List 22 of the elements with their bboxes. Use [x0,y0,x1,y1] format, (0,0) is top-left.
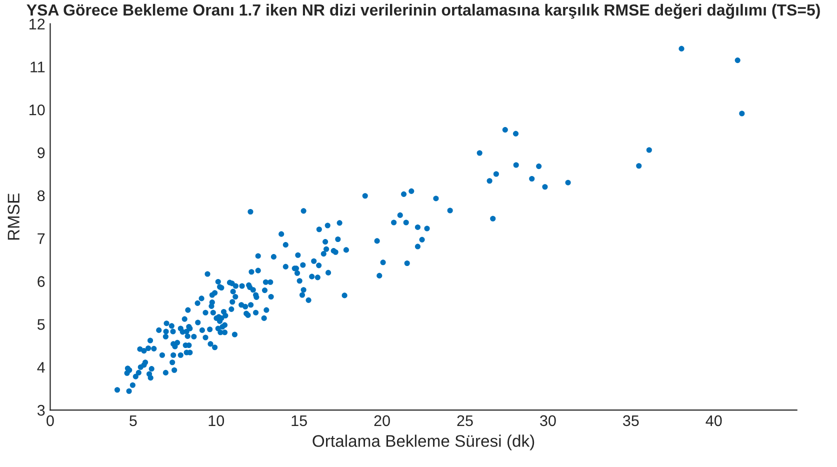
y-tick-label: 6 [38,276,45,287]
x-tick-label: 10 [208,415,224,426]
x-tick-label: 35 [623,415,639,426]
x-tick-label: 5 [130,415,137,426]
y-tick-label: 7 [38,233,45,244]
y-tick-label: 3 [37,404,45,416]
y-tick-label: 10 [30,104,45,116]
y-tick-label: 5 [37,319,45,330]
x-tick-label: 30 [540,415,556,426]
y-tick-label: 9 [38,147,45,158]
x-tick-label: 25 [457,415,473,426]
x-tick-label: 20 [374,415,390,426]
x-axis-title: Ortalama Bekleme Süresi (dk) [312,434,534,450]
x-tick-label: 15 [292,415,307,426]
y-tick-label: 4 [37,362,45,373]
x-tick-label: 0 [46,415,54,426]
y-tick-label: 12 [30,18,45,30]
x-tick-label: 40 [706,415,722,426]
chart-title: YSA Görece Bekleme Oranı 1.7 iken NR dizi verilerinin ortalamasına karşılık RMSE değeri dağılımı (TS=5) [26,4,820,19]
y-axis-title: RMSE [8,194,20,240]
y-tick-label: 11 [30,62,45,72]
y-tick-label: 8 [38,190,45,202]
